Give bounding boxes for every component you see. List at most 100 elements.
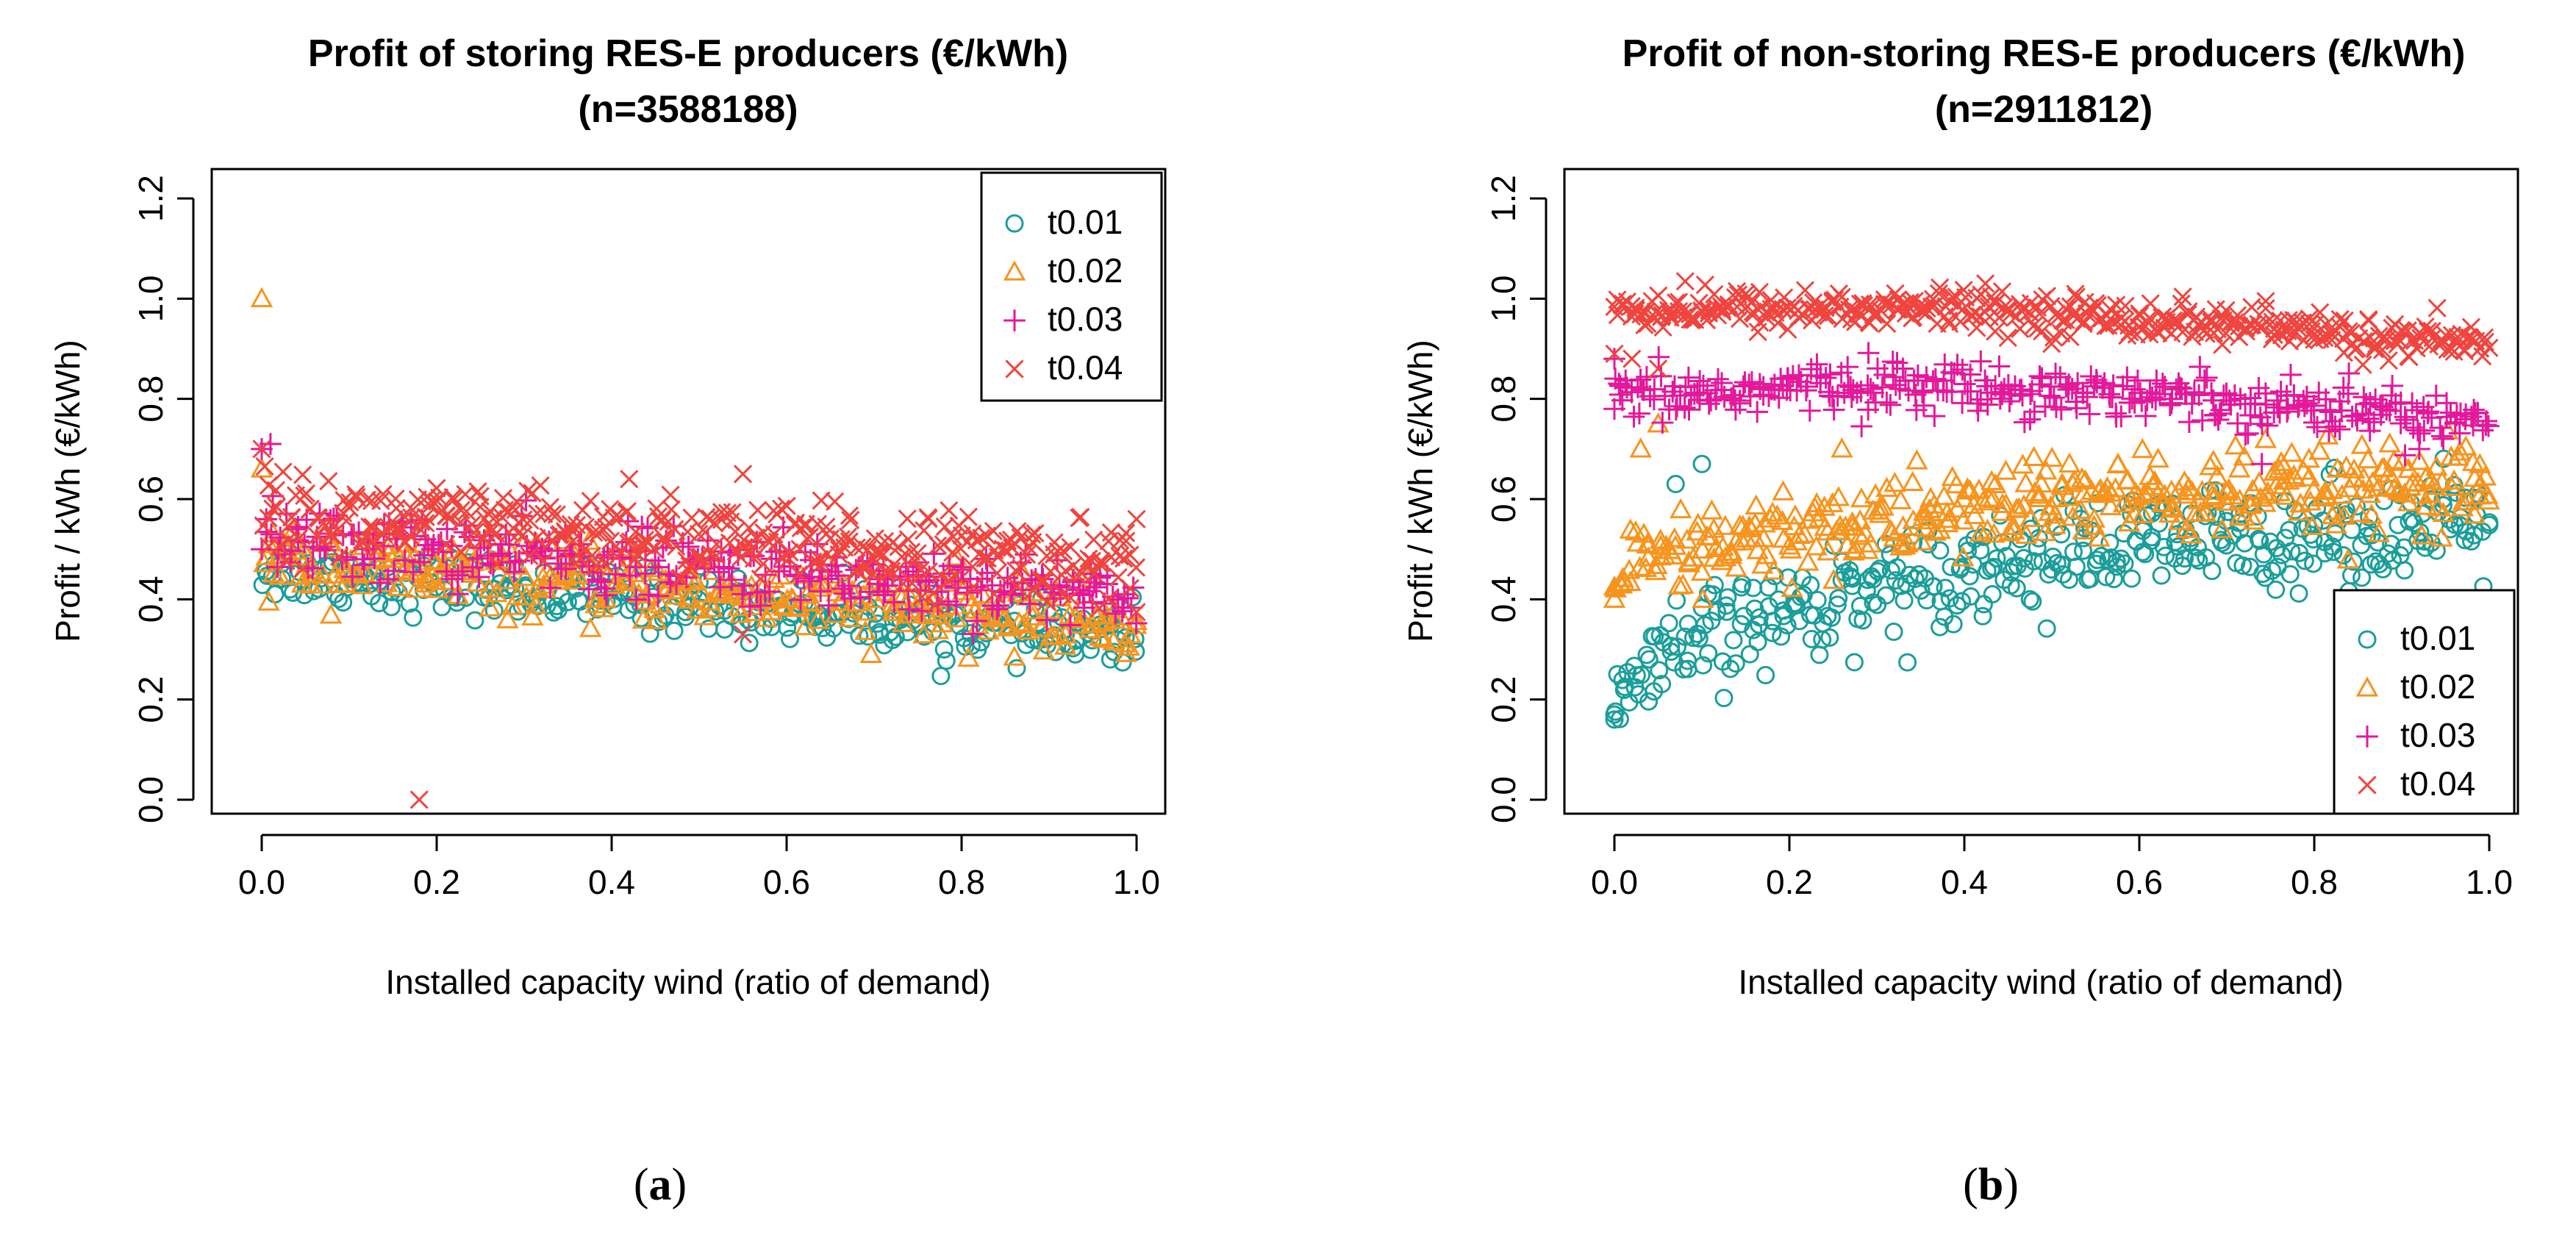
panel-b-point-t0.03: [2472, 419, 2494, 442]
panel-b-point-t0.04: [2311, 303, 2330, 322]
panel-b-point-t0.03: [1822, 398, 1845, 421]
panel-b-point-t0.02: [1692, 587, 1714, 609]
panel-b-point-t0.02: [2033, 520, 2057, 542]
panel-b-point-t0.04: [2339, 322, 2358, 341]
panel-b-point-t0.01: [2427, 541, 2446, 560]
panel-b-point-t0.02: [1704, 537, 1728, 557]
panel-a-legend-marker-t0.04: [1005, 359, 1024, 379]
panel-b-point-t0.02: [2044, 503, 2067, 524]
panel-a-point-t0.04: [931, 565, 950, 585]
panel-a-caption: (a): [634, 1160, 687, 1210]
panel-b-point-t0.03: [2355, 393, 2378, 415]
panel-b-point-t0.01: [1876, 586, 1895, 605]
panel-b-point-t0.03: [1886, 351, 1908, 374]
panel-b-point-t0.02: [2448, 440, 2472, 461]
panel-b-point-t0.01: [1810, 645, 1829, 664]
panel-a-point-t0.03: [634, 562, 656, 585]
panel-a-y-tick-label-1: 0.2: [132, 676, 170, 723]
panel-b-point-t0.01: [2088, 551, 2107, 570]
panel-b-x-ticks: 0.0 0.2 0.4 0.6 0.8 1.0: [1591, 835, 2513, 901]
panel-a-point-t0.04: [534, 551, 554, 570]
panel-b-point-t0.03: [2358, 407, 2380, 430]
panel-a-point-t0.03: [720, 569, 743, 591]
panel-b-point-t0.04: [2142, 310, 2161, 329]
panel-a-point-t0.03: [1111, 600, 1134, 623]
panel-b-point-t0.03: [2218, 390, 2241, 412]
panel-a-point-t0.01: [654, 609, 673, 628]
panel-a-point-t0.04: [853, 537, 872, 556]
panel-b-point-t0.03: [2475, 410, 2497, 432]
panel-b-point-t0.03: [2319, 401, 2341, 423]
panel-a-point-t0.04: [531, 476, 550, 495]
panel-a-point-t0.04: [465, 523, 484, 542]
panel-b-point-t0.01: [1884, 623, 1903, 642]
panel-a-point-t0.04: [1127, 603, 1146, 622]
panel-a-point-t0.03: [393, 549, 416, 572]
panel-b-point-t0.02: [1783, 504, 1807, 525]
panel-b-point-t0.04: [2379, 351, 2398, 370]
panel-a-point-t0.04: [701, 545, 720, 564]
panel-a-point-t0.04: [441, 508, 460, 527]
panel-b-point-t0.01: [1740, 645, 1759, 664]
panel-b-point-t0.02: [2131, 503, 2155, 523]
panel-b-point-t0.04: [1815, 306, 1834, 326]
panel-a-point-t0.02: [460, 562, 483, 583]
panel-a-point-t0.04: [451, 501, 471, 520]
panel-a-point-t0.04: [597, 517, 616, 537]
panel-b-point-t0.02: [2342, 458, 2366, 479]
panel-b-point-t0.03: [1969, 350, 1992, 373]
panel-a-point-t0.03: [1085, 576, 1108, 598]
panel-b-point-t0.04: [2197, 324, 2216, 343]
panel-b-point-t0.02: [1720, 543, 1743, 564]
panel-b-point-t0.04: [1954, 280, 1973, 300]
panel-a-point-t0.04: [595, 553, 614, 573]
panel-b-point-t0.02: [2333, 504, 2355, 526]
panel-a-point-t0.04: [400, 526, 419, 545]
panel-a-point-t0.03: [637, 584, 660, 606]
panel-b-point-t0.02: [1772, 480, 1795, 501]
panel-b-outlier-t0.03: [2250, 453, 2273, 476]
panel-b-point-t0.02: [2308, 440, 2331, 460]
panel-a-point-t0.04: [744, 549, 764, 568]
panel-b-point-t0.02: [2002, 515, 2025, 535]
panel-b-point-t0.01: [2416, 538, 2435, 557]
panel-b-point-t0.03: [1839, 376, 1862, 398]
panel-b-point-t0.01: [1632, 665, 1651, 684]
panel-b-point-t0.03: [1647, 345, 1670, 368]
panel-a-point-t0.04: [276, 551, 296, 570]
panel-b-point-t0.03: [2239, 404, 2261, 426]
panel-b-point-t0.04: [2398, 321, 2417, 340]
panel-a-point-t0.04: [371, 491, 390, 510]
panel-b-outlier-t0.04: [1605, 344, 1624, 363]
panel-a-point-t0.03: [1068, 582, 1091, 605]
panel-b-point-t0.02: [2019, 506, 2042, 527]
panel-a-point-t0.02: [1071, 608, 1095, 629]
panel-b-point-t0.04: [2480, 338, 2499, 357]
panel-b-point-t0.02: [1805, 535, 1828, 556]
panel-b-point-t0.03: [1798, 399, 1821, 422]
panel-b-point-t0.01: [2156, 546, 2175, 565]
panel-a-point-t0.04: [963, 557, 982, 576]
panel-b-point-t0.02: [2376, 475, 2400, 495]
panel-a-y-tick-label-4: 0.8: [132, 376, 170, 423]
panel-a-point-t0.03: [554, 557, 577, 580]
panel-b-point-t0.01: [1744, 578, 1763, 598]
panel-b-point-t0.03: [2448, 422, 2471, 445]
panel-b-point-t0.01: [2324, 542, 2343, 562]
panel-b-point-t0.01: [1717, 602, 1736, 621]
panel-b-point-t0.04: [1811, 296, 1830, 315]
panel-a-point-t0.02: [1021, 605, 1044, 626]
panel-b-outlier-t0.03: [2408, 437, 2430, 460]
panel-a-point-t0.03: [537, 530, 560, 553]
panel-b-point-t0.02: [2028, 484, 2050, 504]
panel-a-point-t0.02: [299, 573, 322, 594]
panel-a-point-t0.02: [311, 563, 334, 584]
panel-a-point-t0.01: [484, 601, 504, 620]
panel-a-point-t0.02: [854, 620, 877, 640]
panel-b-x-tick-label-2: 0.4: [1941, 863, 1988, 901]
panel-a-point-t0.02: [755, 606, 778, 627]
panel-b-point-t0.03: [2208, 402, 2231, 425]
panel-a-point-t0.04: [1120, 578, 1139, 598]
panel-b-point-t0.03: [2065, 397, 2088, 420]
panel-b-point-t0.04: [1653, 318, 1672, 337]
